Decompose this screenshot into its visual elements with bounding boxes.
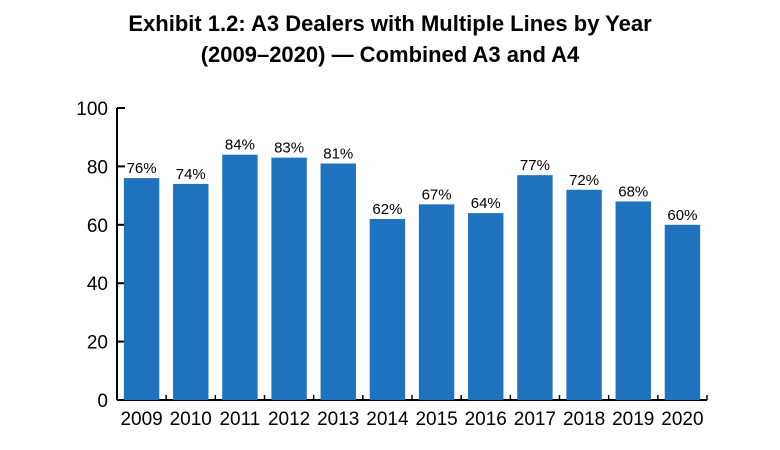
x-tick-label-2019: 2019 — [612, 409, 654, 430]
chart-title: Exhibit 1.2: A3 Dealers with Multiple Li… — [0, 8, 780, 70]
x-tick-label-2013: 2013 — [317, 409, 359, 430]
data-label-2013: 81% — [323, 145, 353, 162]
x-axis: 2009 2010 2011 2012 2013 2014 2015 2016 2017 2018… — [117, 395, 708, 430]
data-label-2016: 64% — [471, 195, 501, 212]
x-tick-label-2010: 2010 — [170, 409, 212, 430]
data-label-2009: 76% — [127, 160, 157, 177]
data-label-2020: 60% — [667, 207, 697, 224]
x-tick-label-2012: 2012 — [268, 409, 310, 430]
bar-2010 — [173, 183, 209, 400]
y-tick-label: 0 — [97, 391, 108, 412]
x-tick-label-2009: 2009 — [120, 409, 162, 430]
bar-2020 — [664, 224, 701, 400]
bar-2014 — [369, 218, 406, 400]
bar-2019 — [615, 201, 651, 400]
chart-title-line-1: Exhibit 1.2: A3 Dealers with Multiple Li… — [128, 11, 652, 36]
x-tick-label-2011: 2011 — [219, 409, 260, 430]
y-axis: 0 20 40 60 80 100 — [76, 99, 125, 412]
data-label-2019: 68% — [618, 183, 648, 200]
x-tick-label-2015: 2015 — [415, 409, 457, 430]
data-label-2011: 84% — [225, 137, 255, 154]
bar-2017 — [517, 175, 553, 400]
x-tick-label-2020: 2020 — [661, 409, 703, 430]
y-tick-label: 100 — [76, 99, 108, 120]
y-tick-label: 60 — [87, 216, 108, 237]
data-label-2012: 83% — [274, 140, 304, 157]
y-tick-label: 80 — [87, 157, 108, 178]
x-tick-label-2016: 2016 — [465, 409, 507, 430]
bar-2012 — [271, 157, 307, 400]
bar-2009 — [123, 178, 160, 400]
bar-2011 — [222, 154, 258, 400]
bar-2016 — [468, 213, 504, 400]
bars — [123, 154, 701, 400]
data-label-2010: 74% — [176, 166, 206, 183]
chart-title-line-2: (2009–2020) — Combined A3 and A4 — [200, 42, 580, 67]
y-tick-label: 20 — [87, 333, 108, 354]
bar-2015 — [418, 204, 455, 400]
x-tick-label-2018: 2018 — [563, 409, 605, 430]
y-tick-label: 40 — [87, 274, 108, 295]
data-labels: 76% 74% 84% 83% 81% 62% 67% 64% 77% 72% 68% 60% — [127, 137, 698, 224]
data-label-2015: 67% — [422, 186, 452, 203]
data-label-2017: 77% — [520, 157, 550, 174]
bar-2013 — [320, 163, 356, 400]
data-label-2014: 62% — [372, 201, 402, 218]
x-tick-label-2017: 2017 — [514, 409, 556, 430]
x-tick-label-2014: 2014 — [366, 409, 409, 430]
data-label-2018: 72% — [569, 172, 599, 189]
bar-2018 — [566, 189, 602, 400]
